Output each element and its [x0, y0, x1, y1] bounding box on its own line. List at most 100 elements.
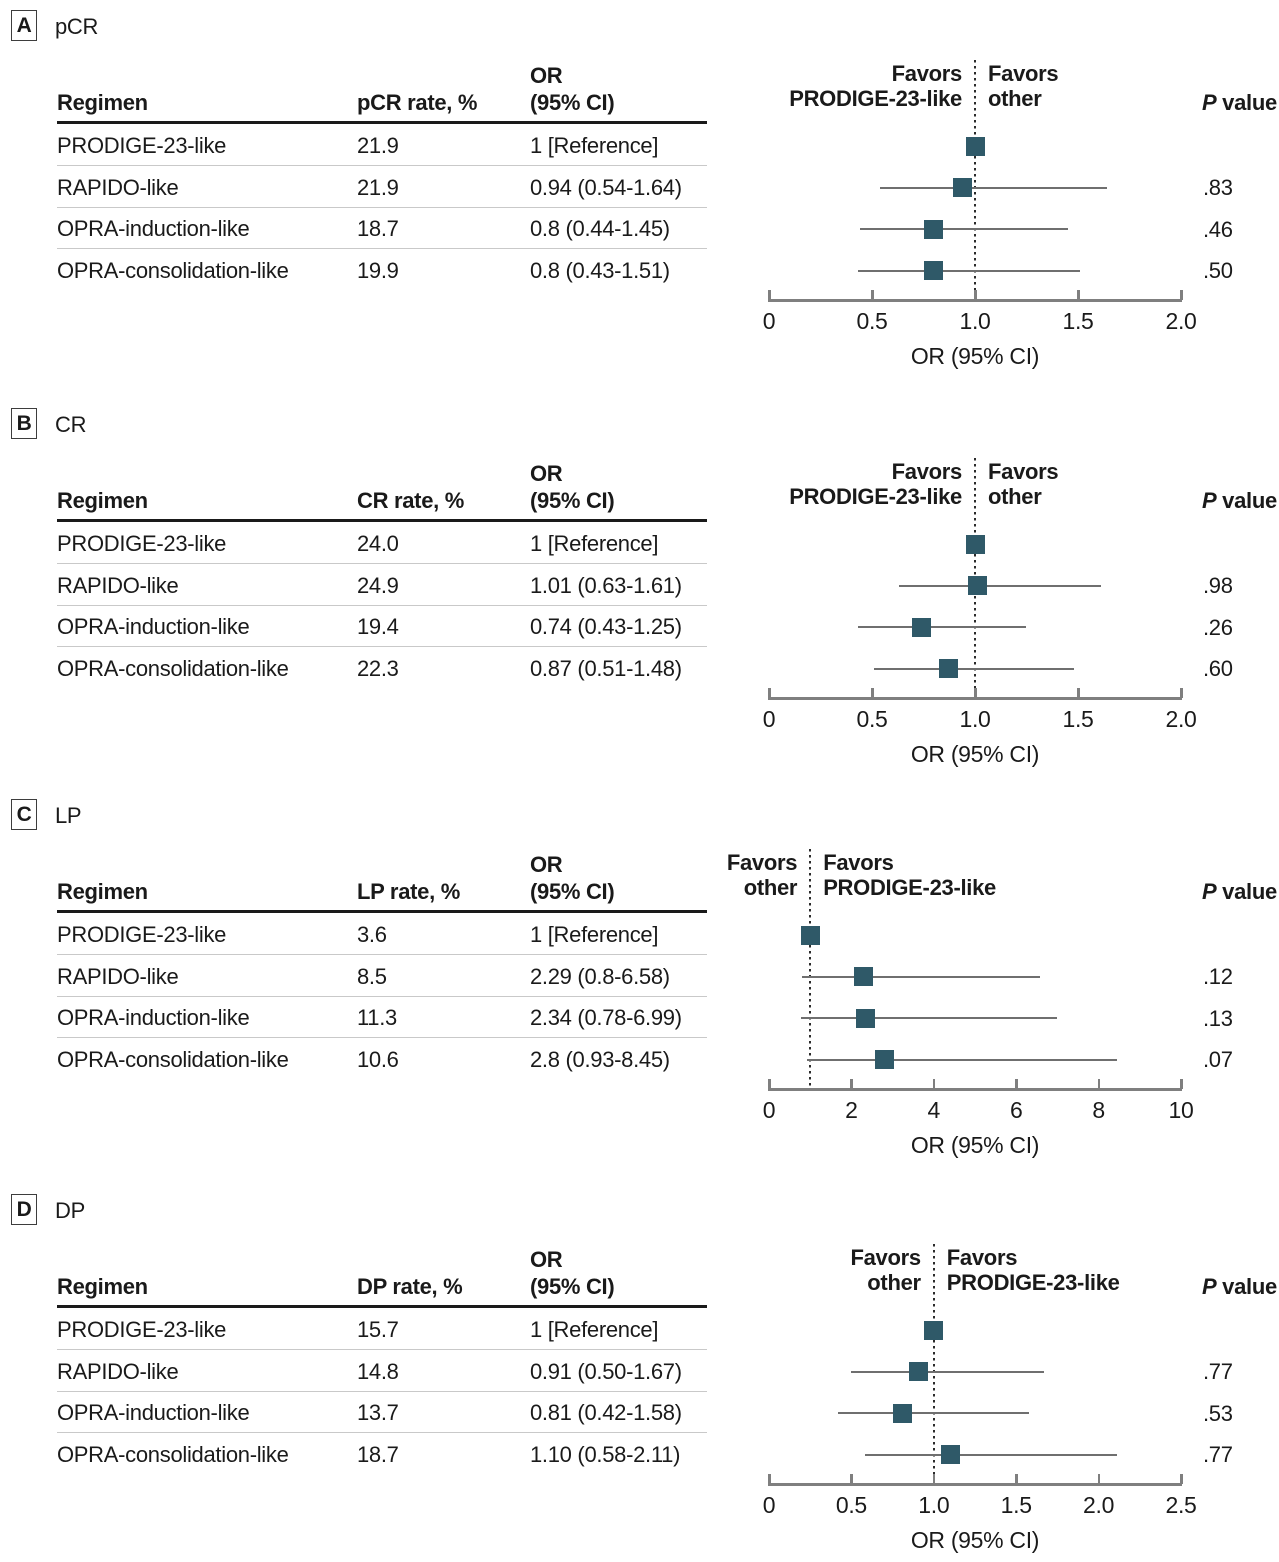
panel-title: CR — [55, 412, 87, 437]
p-italic: P — [1202, 488, 1217, 513]
cell-rate: 3.6 — [357, 922, 387, 947]
x-axis-line — [768, 697, 1182, 700]
col-header-or-line1: OR — [530, 63, 563, 88]
favors-left-label: Favors other — [850, 1245, 921, 1295]
cell-or-ci: 1 [Reference] — [530, 531, 659, 556]
panel-a: A pCR Regimen pCR rate, % OR (95% CI) P … — [0, 0, 1279, 378]
x-axis-tick-label: 8 — [1092, 1097, 1105, 1123]
or-marker — [800, 925, 820, 945]
forest-plot: Favors PRODIGE-23-like Favors other 0 0.5 1.0 1… — [0, 0, 1279, 378]
x-axis-tick-label: 2.5 — [1165, 1492, 1197, 1518]
col-header-p-value: P value — [1202, 1273, 1277, 1300]
cell-or-ci: 0.94 (0.54-1.64) — [530, 174, 682, 200]
table-row: OPRA-consolidation-like 10.6 2.8 (0.93-8… — [57, 1039, 707, 1080]
col-header-regimen: Regimen — [57, 90, 148, 115]
table-header-row: Regimen DP rate, % OR (95% CI) P value — [0, 1230, 1279, 1302]
x-axis-tick — [1180, 688, 1183, 698]
table-row: PRODIGE-23-like 15.7 1 [Reference] — [57, 1309, 707, 1350]
x-axis-tick-label: 0.5 — [856, 706, 888, 732]
x-axis-tick — [1180, 1474, 1183, 1484]
x-axis-tick — [850, 1474, 853, 1484]
table-row: OPRA-induction-like 18.7 0.8 (0.44-1.45) — [57, 208, 707, 249]
cell-regimen: OPRA-consolidation-like — [57, 1046, 289, 1072]
p-italic: P — [1202, 879, 1217, 904]
x-axis-tick — [1097, 1474, 1101, 1484]
cell-regimen: RAPIDO-like — [57, 1358, 179, 1384]
panel-letter: B — [16, 411, 32, 435]
cell-or-ci: 1 [Reference] — [530, 133, 659, 158]
cell-or-ci: 2.29 (0.8-6.58) — [530, 963, 670, 989]
favors-left-label: Favors other — [727, 850, 798, 900]
table-row: PRODIGE-23-like 3.6 1 [Reference] — [57, 914, 707, 955]
x-axis-tick — [768, 1079, 771, 1089]
x-axis-title: OR (95% CI) — [910, 741, 1040, 767]
cell-or-ci: 2.34 (0.78-6.99) — [530, 1005, 682, 1030]
p-value: .77 — [1203, 1359, 1233, 1384]
panel-title: DP — [55, 1198, 85, 1223]
x-axis-line — [768, 299, 1182, 302]
cell-regimen: OPRA-consolidation-like — [57, 655, 289, 681]
favors-right-line2: other — [988, 86, 1042, 111]
favors-left-line1: Favors — [891, 61, 963, 86]
favors-right-label: Favors other — [988, 459, 1059, 509]
forest-plot: Favors PRODIGE-23-like Favors other 0 0.5 1.0 1… — [0, 398, 1279, 776]
col-header-rate: DP rate, % — [357, 1274, 463, 1299]
x-axis-tick — [1097, 1079, 1101, 1089]
p-italic: P — [1202, 90, 1217, 115]
table-header-rule — [57, 910, 707, 913]
table-header-row: Regimen CR rate, % OR (95% CI) P value — [0, 444, 1279, 516]
p-value: .83 — [1203, 175, 1233, 200]
cell-rate: 24.0 — [357, 531, 399, 556]
cell-or-ci: 0.81 (0.42-1.58) — [530, 1400, 682, 1425]
col-header-or-line1: OR — [530, 852, 563, 877]
favors-right-line1: Favors — [988, 459, 1059, 484]
or-marker — [940, 1445, 960, 1464]
cell-rate: 21.9 — [357, 133, 399, 158]
table-row: OPRA-induction-like 13.7 0.81 (0.42-1.58… — [57, 1392, 707, 1433]
favors-right-label: Favors PRODIGE-23-like — [823, 850, 996, 900]
cell-or-ci: 0.8 (0.43-1.51) — [530, 257, 670, 283]
col-header-or-line2: (95% CI) — [530, 1274, 615, 1299]
x-axis-line — [768, 1088, 1182, 1091]
cell-regimen: RAPIDO-like — [57, 572, 179, 598]
cell-regimen: OPRA-consolidation-like — [57, 257, 289, 283]
forest-plot: Favors other Favors PRODIGE-23-like 0 0.5 1.0 1… — [0, 1184, 1279, 1562]
col-header-rate: pCR rate, % — [357, 90, 478, 115]
x-axis-tick-label: 0.5 — [835, 1492, 867, 1518]
x-axis-tick — [1077, 688, 1080, 698]
panel-letter: D — [16, 1197, 32, 1221]
x-axis-tick-label: 0 — [762, 1492, 776, 1518]
x-axis-tick-label: 4 — [927, 1097, 941, 1123]
x-axis-tick-label: 2 — [845, 1097, 858, 1123]
x-axis-tick-label: 6 — [1009, 1097, 1023, 1123]
reference-line — [809, 849, 812, 1090]
p-value: .26 — [1203, 614, 1233, 640]
or-marker — [967, 576, 987, 595]
x-axis-tick-label: 10 — [1168, 1097, 1194, 1123]
ci-line — [898, 584, 1101, 587]
col-header-regimen: Regimen — [57, 488, 148, 513]
cell-or-ci: 2.8 (0.93-8.45) — [530, 1046, 670, 1072]
cell-or-ci: 1 [Reference] — [530, 922, 659, 947]
col-header-or-line1: OR — [530, 461, 563, 486]
favors-right-line1: Favors — [823, 850, 894, 875]
col-header-or-ci: OR (95% CI) — [530, 460, 615, 514]
cell-or-ci: 1.10 (0.58-2.11) — [530, 1441, 681, 1467]
x-axis-tick-label: 2.0 — [1165, 308, 1197, 334]
ci-line — [874, 667, 1074, 670]
x-axis-tick-label: 0 — [762, 1097, 776, 1123]
or-marker — [953, 178, 973, 197]
favors-left-label: Favors PRODIGE-23-like — [789, 61, 962, 111]
table-row: RAPIDO-like 14.8 0.91 (0.50-1.67) — [57, 1351, 707, 1392]
cell-rate: 13.7 — [357, 1400, 399, 1425]
cell-regimen: RAPIDO-like — [57, 174, 179, 200]
cell-regimen: OPRA-induction-like — [57, 1400, 250, 1425]
col-header-or-line2: (95% CI) — [530, 488, 615, 513]
cell-regimen: OPRA-consolidation-like — [57, 1441, 289, 1467]
or-marker — [924, 1320, 944, 1340]
cell-or-ci: 0.74 (0.43-1.25) — [530, 614, 682, 639]
p-value: .53 — [1203, 1400, 1233, 1426]
cell-rate: 8.5 — [357, 963, 387, 989]
ci-line — [801, 975, 1041, 978]
